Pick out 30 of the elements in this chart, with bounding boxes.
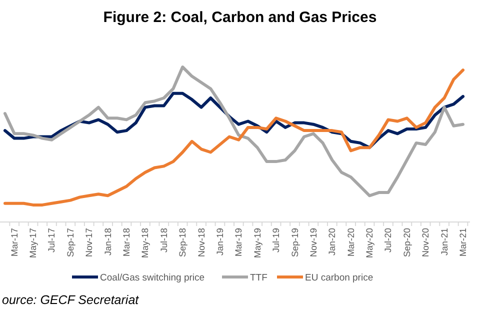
x-tick-label: May-19 [252, 228, 262, 258]
x-tick-label: Jul-18 [158, 228, 169, 253]
x-tick-label: Jan-20 [327, 228, 338, 256]
x-tick-label: Sep-17 [65, 228, 76, 258]
x-tick-label: Mar-21 [458, 228, 468, 257]
chart-title: Figure 2: Coal, Carbon and Gas Prices [103, 9, 377, 26]
x-tick-label: Jul-19 [271, 228, 282, 253]
x-tick-label: Nov-19 [308, 228, 318, 258]
x-tick-label: Nov-18 [196, 228, 206, 258]
x-tick-label: Mar-18 [122, 228, 132, 257]
legend-label: Coal/Gas switching price [100, 272, 205, 284]
x-tick-label: Nov-20 [420, 228, 431, 258]
x-tick-label: Jan-21 [439, 228, 450, 256]
x-tick-label: May-20 [364, 228, 375, 258]
x-tick-label: Mar-20 [346, 228, 356, 257]
x-tick-label: Mar-17 [9, 228, 20, 257]
x-tick-label: Jan-19 [214, 228, 225, 256]
x-tick-label: Sep-20 [402, 228, 412, 258]
x-tick-label: Sep-18 [178, 228, 188, 258]
x-tick-label: Sep-19 [290, 228, 300, 258]
x-tick-label: May-17 [28, 228, 38, 258]
x-tick-label: Jul-17 [46, 228, 57, 253]
x-tick-label: Jan-18 [102, 228, 113, 256]
legend-label: EU carbon price [305, 272, 374, 284]
x-tick-label: Nov-17 [84, 228, 94, 258]
legend-label: TTF [250, 272, 268, 284]
x-tick-label: Jul-20 [383, 228, 394, 253]
x-tick-label: May-18 [140, 228, 150, 258]
text: ource: GECF Secretariat [2, 293, 140, 307]
x-tick-label: Mar-19 [234, 228, 244, 257]
